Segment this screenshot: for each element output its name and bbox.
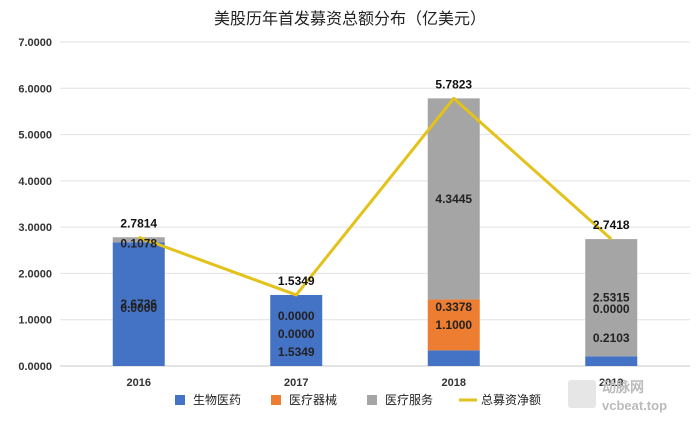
bar-生物医药-2017 (270, 294, 323, 366)
bar-医疗器械-2018 (427, 299, 480, 351)
y-tick-label: 6.0000 (18, 83, 52, 95)
legend: 生物医药 医疗器械 医疗服务 总募资净额 (175, 392, 541, 407)
bar-生物医药-2016 (112, 242, 165, 366)
y-tick-label: 5.0000 (18, 130, 52, 142)
y-tick-label: 7.0000 (18, 37, 52, 49)
total-line-path (138, 96, 613, 297)
chart-title: 美股历年首发募资总额分布（亿美元） (214, 10, 486, 28)
data-label: 0.2103 (593, 331, 630, 345)
watermark-brand: 动脉网 (602, 379, 644, 395)
y-tick-label: 2.0000 (18, 268, 52, 280)
total-label: 2.7814 (120, 216, 157, 230)
total-label: 5.7823 (435, 77, 472, 91)
data-label: 0.0000 (278, 327, 315, 341)
legend-label: 医疗器械 (289, 392, 337, 407)
data-label: 4.3445 (435, 192, 472, 206)
y-tick-label: 1.0000 (18, 315, 52, 327)
gridlines (60, 41, 690, 367)
bar-医疗服务-2019 (585, 239, 638, 357)
x-category-label: 2018 (442, 377, 466, 389)
legend-label: 生物医药 (193, 393, 241, 407)
data-label: 1.1000 (435, 318, 472, 332)
bar-生物医药-2019 (585, 356, 638, 366)
x-axis-categories: 2016 2017 2018 2019 (127, 377, 624, 389)
total-line (138, 96, 613, 297)
watermark: 动脉网 vcbeat.top (568, 379, 667, 413)
data-label: 0.0000 (120, 301, 157, 315)
bar-医疗服务-2018 (427, 98, 480, 300)
data-label: 2.6736 (120, 297, 157, 311)
data-labels: 2.67360.00000.10781.53490.00000.00000.33… (120, 77, 630, 359)
y-tick-label: 4.0000 (18, 176, 52, 188)
data-label: 0.1078 (120, 236, 157, 250)
y-tick-label: 3.0000 (18, 222, 52, 234)
total-label: 2.7418 (593, 218, 630, 232)
total-label: 1.5349 (278, 274, 315, 288)
legend-swatch (367, 395, 377, 405)
bars (112, 98, 638, 366)
y-axis-ticks: 0.0000 1.0000 2.0000 3.0000 4.0000 5.0000 6.00… (18, 37, 52, 373)
data-label: 0.3378 (435, 300, 472, 314)
legend-swatch (271, 395, 281, 405)
legend-label: 医疗服务 (385, 392, 433, 407)
bar-生物医药-2018 (427, 350, 480, 366)
x-category-label: 2017 (284, 377, 308, 389)
legend-label: 总募资净额 (481, 393, 541, 407)
y-tick-label: 0.0000 (18, 361, 52, 373)
x-category-label: 2019 (599, 377, 623, 389)
watermark-site: vcbeat.top (602, 398, 667, 413)
bar-医疗服务-2016 (112, 237, 165, 243)
data-label: 2.5315 (593, 291, 630, 305)
data-label: 1.5349 (278, 345, 315, 359)
legend-swatch (175, 395, 185, 405)
data-label: 0.0000 (593, 302, 630, 316)
watermark-logo-icon (568, 380, 596, 408)
x-category-label: 2016 (127, 377, 151, 389)
data-label: 0.0000 (278, 309, 315, 323)
